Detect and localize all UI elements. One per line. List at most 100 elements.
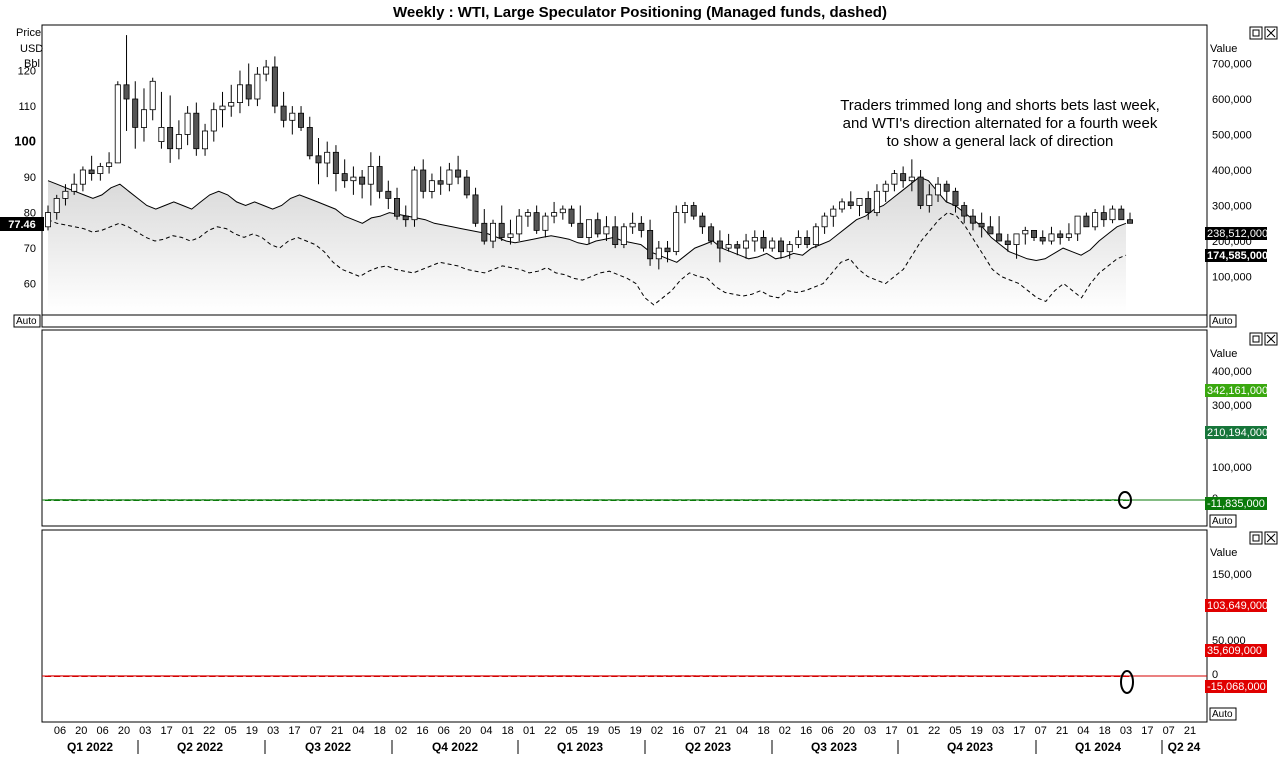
auto-button-shorts[interactable]: Auto [1212, 709, 1233, 720]
week-tick: 03 [267, 725, 279, 737]
week-tick: 05 [224, 725, 236, 737]
candle [1057, 230, 1064, 245]
price-auto-strip[interactable]: Auto Auto [13, 314, 1237, 328]
candle [961, 201, 968, 224]
candle [830, 205, 837, 227]
week-tick: 16 [416, 725, 428, 737]
week-tick: 21 [1056, 725, 1068, 737]
candle [804, 230, 811, 249]
week-tick: 06 [96, 725, 108, 737]
auto-button-right[interactable]: Auto [1212, 316, 1233, 327]
candle [428, 173, 435, 199]
highlight-circle [1118, 491, 1132, 509]
week-tick: 04 [352, 725, 364, 737]
price-axis-label-2: USD [20, 43, 43, 55]
candle [498, 205, 505, 241]
restore-button-longs[interactable] [1249, 332, 1263, 346]
week-tick: 17 [1013, 725, 1025, 737]
week-tick: 02 [395, 725, 407, 737]
restore-button-price[interactable] [1249, 26, 1263, 40]
candle [594, 212, 601, 238]
candle [978, 212, 985, 238]
value-tick: 600,000 [1212, 94, 1252, 106]
week-tick: 17 [288, 725, 300, 737]
quarter-label: Q2 24 [1168, 740, 1201, 754]
close-button-price[interactable] [1264, 26, 1278, 40]
candle [935, 177, 942, 202]
candle [917, 170, 924, 210]
auto-button-left[interactable]: Auto [16, 316, 37, 327]
candle [1092, 209, 1099, 231]
quarter-label: Q2 2023 [685, 740, 731, 754]
week-tick: 07 [310, 725, 322, 737]
candle [856, 197, 863, 217]
candle [359, 170, 366, 199]
close-button-longs[interactable] [1264, 332, 1278, 346]
price-tick: 70 [24, 243, 36, 255]
candle [996, 216, 1003, 242]
price-tick: 100 [14, 134, 36, 149]
candle [1031, 229, 1038, 241]
quarter-label: Q3 2023 [811, 740, 857, 754]
candle [324, 141, 331, 178]
candle [900, 166, 907, 188]
candle [489, 219, 496, 249]
candle [1127, 212, 1134, 224]
quarter-label: Q1 2022 [67, 740, 113, 754]
svg-text:174,585,000: 174,585,000 [1207, 250, 1268, 262]
week-tick: 17 [1141, 725, 1153, 737]
week-tick: 03 [139, 725, 151, 737]
svg-text:342,161,000: 342,161,000 [1207, 385, 1268, 397]
window-buttons[interactable] [1249, 26, 1278, 545]
week-tick: 05 [608, 725, 620, 737]
candle [586, 219, 593, 245]
week-tick: 21 [1184, 725, 1196, 737]
week-tick: 22 [544, 725, 556, 737]
candle [1048, 226, 1055, 245]
value-label: Value [1210, 348, 1237, 360]
week-tick: 02 [779, 725, 791, 737]
week-tick: 17 [160, 725, 172, 737]
week-tick: 22 [928, 725, 940, 737]
quarter-label: Q1 2023 [557, 740, 603, 754]
week-tick: 01 [523, 725, 535, 737]
candle [79, 166, 86, 192]
week-tick: 03 [992, 725, 1004, 737]
candle [245, 63, 252, 107]
candle [1039, 230, 1046, 245]
shorts-label-2: 35,609,000 [1205, 644, 1267, 657]
candle [612, 216, 619, 249]
candle [690, 201, 697, 220]
candle [516, 209, 523, 241]
close-button-shorts[interactable] [1264, 531, 1278, 545]
candle [1013, 233, 1020, 259]
candle [882, 180, 889, 202]
candle [315, 138, 322, 185]
week-tick: 20 [843, 725, 855, 737]
candle [987, 216, 994, 235]
positioning-fill [48, 177, 1126, 312]
candle [743, 233, 750, 259]
candle [847, 191, 854, 210]
candle [1118, 205, 1125, 221]
annotation-line-3: to show a general lack of direction [887, 133, 1114, 150]
week-tick: 03 [1120, 725, 1132, 737]
candle [1074, 215, 1081, 241]
candle [524, 209, 531, 227]
quarter-label: Q3 2022 [305, 740, 351, 754]
candle [472, 187, 479, 227]
annotation-line-1: Traders trimmed long and shorts bets las… [840, 97, 1160, 114]
week-tick: 06 [54, 725, 66, 737]
candle [873, 184, 880, 217]
week-tick: 18 [1099, 725, 1111, 737]
restore-button-shorts[interactable] [1249, 531, 1263, 545]
svg-text:103,649,000: 103,649,000 [1207, 600, 1268, 612]
candle [201, 123, 208, 156]
candle [943, 180, 950, 202]
week-tick: 03 [864, 725, 876, 737]
auto-button-longs[interactable]: Auto [1212, 516, 1233, 527]
candle [673, 205, 680, 256]
value-tick: 400,000 [1212, 165, 1252, 177]
